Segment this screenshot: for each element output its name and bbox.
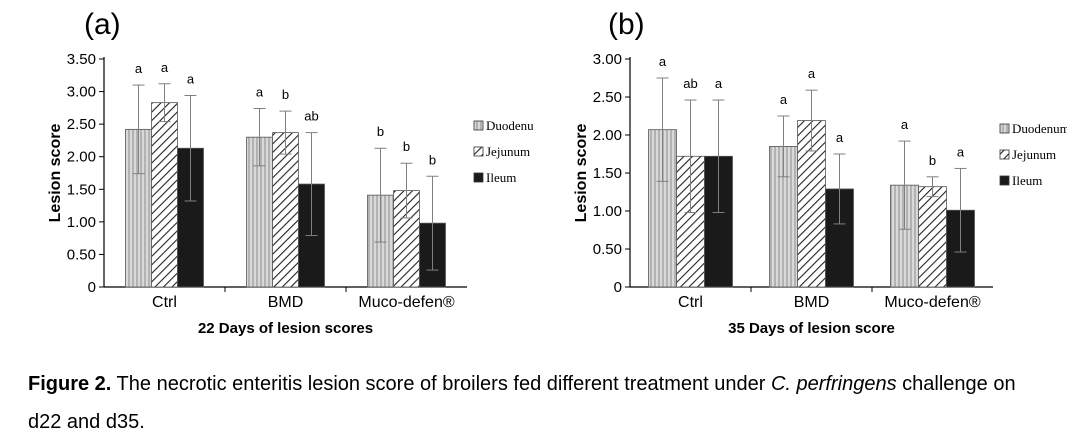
x-category-label: BMD [794, 294, 830, 311]
x-category-label: Muco-defen® [884, 294, 980, 311]
legend-label: Duodenum [1012, 121, 1067, 136]
legend-swatch [473, 146, 484, 157]
bar-jejunum [151, 102, 178, 288]
significance-letter: a [187, 71, 195, 86]
x-category-label: Ctrl [152, 294, 177, 311]
significance-letter: a [901, 117, 909, 132]
chart-panel-b: (b) Lesion score 0 0.50 1.00 1.50 2.00 2.50 3.00… [534, 0, 1067, 350]
y-tick-label: 3.00 [593, 51, 622, 68]
y-tick-label: 3.50 [67, 51, 96, 68]
significance-letter: a [957, 144, 965, 159]
y-tick-label: 1.00 [593, 203, 622, 220]
x-axis-label: 35 Days of lesion score [728, 320, 895, 337]
legend-label: Ileum [1012, 173, 1042, 188]
y-tick-label: 2.50 [593, 89, 622, 106]
caption-text-1: The necrotic enteritis lesion score of b… [111, 373, 771, 395]
significance-letter: a [836, 130, 844, 145]
y-tick-label: 2.00 [593, 127, 622, 144]
significance-letter: ab [683, 76, 697, 91]
legend-swatch [999, 149, 1010, 160]
legend-swatch [999, 175, 1010, 186]
significance-letter: a [161, 60, 169, 75]
y-axis-label: Lesion score [47, 124, 64, 223]
significance-letter: ab [304, 109, 318, 124]
significance-letter: b [282, 87, 289, 102]
bar-jejunum [272, 132, 299, 288]
y-tick-label: 0 [88, 279, 96, 296]
y-axis-label: Lesion score [573, 124, 590, 223]
x-category-label: Muco-defen® [358, 294, 454, 311]
y-tick-label: 1.50 [67, 181, 96, 198]
x-axis-label: 22 Days of lesion scores [198, 320, 373, 337]
significance-letter: a [715, 76, 723, 91]
legend-label: Duodenum [486, 118, 533, 133]
bar-jejunum [918, 186, 947, 288]
y-tick-label: 0 [614, 279, 622, 296]
significance-letter: a [256, 85, 264, 100]
y-tick-label: 1.00 [67, 214, 96, 231]
chart-panel-a: (a) Lesion score 0 0.50 1.00 1.50 2.00 2.50 3.00… [0, 0, 544, 350]
legend-label: Jejunum [486, 144, 530, 159]
lesion-score-chart-35d: (b) Lesion score 0 0.50 1.00 1.50 2.00 2.50 3.00… [573, 8, 1067, 337]
panel-label: (a) [84, 8, 121, 41]
caption-italic: C. perfringens [770, 373, 897, 395]
significance-letter: b [403, 139, 410, 154]
y-tick-label: 0.50 [593, 241, 622, 258]
y-tick-label: 3.00 [67, 84, 96, 101]
significance-letter: a [135, 61, 143, 76]
y-tick-label: 0.50 [67, 246, 96, 263]
significance-letter: a [780, 92, 788, 107]
y-tick-label: 2.50 [67, 116, 96, 133]
caption-text-2: challenge on d22 and d35. [28, 373, 1016, 433]
significance-letter: a [659, 54, 667, 69]
significance-letter: b [929, 153, 936, 168]
significance-letter: a [808, 66, 816, 81]
legend-swatch [473, 120, 484, 131]
legend-swatch [999, 123, 1010, 134]
lesion-score-chart-22d: (a) Lesion score 0 0.50 1.00 1.50 2.00 2.50 3.00… [47, 8, 544, 337]
panel-label: (b) [608, 8, 645, 41]
y-tick-label: 2.00 [67, 149, 96, 166]
y-tick-label: 1.50 [593, 165, 622, 182]
legend-label: Ileum [486, 170, 516, 185]
significance-letter: b [429, 152, 436, 167]
legend-swatch [473, 172, 484, 183]
significance-letter: b [377, 124, 384, 139]
legend-label: Jejunum [1012, 147, 1056, 162]
x-category-label: BMD [268, 294, 304, 311]
figure-caption: Figure 2. The necrotic enteritis lesion … [28, 365, 1048, 441]
x-category-label: Ctrl [678, 294, 703, 311]
caption-label: Figure 2. [28, 373, 112, 395]
